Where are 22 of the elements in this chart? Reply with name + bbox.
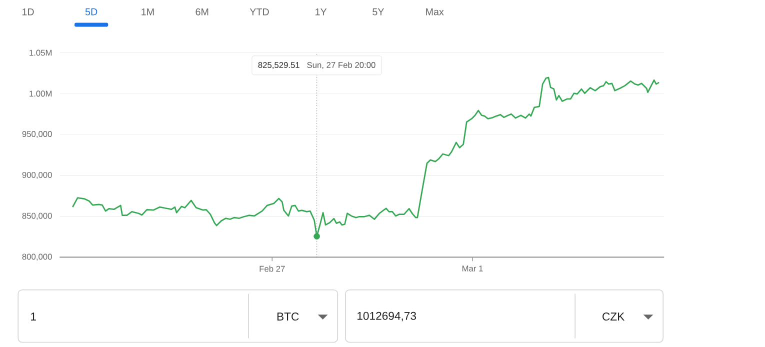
text: 1D xyxy=(22,8,34,16)
y-tick-label: 850,000 xyxy=(22,212,52,220)
text: 1M xyxy=(142,8,154,16)
text: 5Y xyxy=(372,8,384,16)
text: YTD xyxy=(250,8,269,16)
y-tick-label: 1.00M xyxy=(30,90,52,96)
y-tick-label: 1.05M xyxy=(30,50,52,56)
text: CZK xyxy=(602,312,625,320)
annotation: 825,529.51 xyxy=(258,62,300,69)
y-tick-label: 800,000 xyxy=(22,254,52,261)
text: 1Y xyxy=(316,8,327,16)
text: 5D xyxy=(85,8,98,16)
text: Max xyxy=(426,8,444,16)
annotation: Sun, 27 Feb 20:00 xyxy=(307,62,376,69)
text: 6M xyxy=(196,8,208,16)
x-tick-label: Mar 1 xyxy=(462,266,483,272)
x-tick-label: Feb 27 xyxy=(260,266,285,272)
y-tick-label: 950,000 xyxy=(22,130,52,138)
text: 1012694,73 xyxy=(358,312,416,322)
text: BTC xyxy=(277,312,299,320)
y-tick-label: 900,000 xyxy=(22,172,52,179)
text: 1 xyxy=(31,312,36,320)
